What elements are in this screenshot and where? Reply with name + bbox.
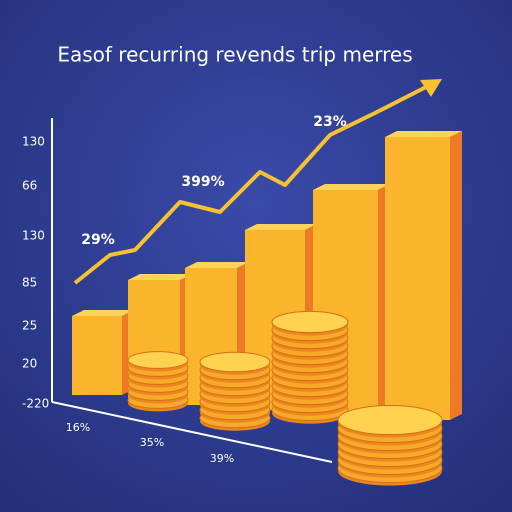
bar-side xyxy=(450,131,462,420)
bar-front xyxy=(385,137,450,420)
coin-face xyxy=(337,404,443,436)
y-label: 85 xyxy=(22,276,37,290)
arrow-head xyxy=(420,79,442,97)
y-label: 130 xyxy=(22,229,45,243)
y-labels: 130 66 130 85 25 20 -220 xyxy=(22,135,49,411)
title: Easof recurring revends trip merres xyxy=(57,43,412,67)
coins xyxy=(127,310,443,486)
bar-top xyxy=(245,224,317,230)
annotation: 29% xyxy=(81,232,115,248)
floor-axis xyxy=(51,401,333,463)
coin-face xyxy=(199,351,271,373)
y-label: 130 xyxy=(22,135,45,149)
annotation: 399% xyxy=(181,174,224,190)
y-label: 20 xyxy=(22,357,37,371)
x-label: 35% xyxy=(140,436,164,449)
bar-top xyxy=(385,131,462,137)
x-label: 39% xyxy=(210,452,234,465)
y-label: 25 xyxy=(22,319,37,333)
coin-face xyxy=(271,310,349,334)
y-label: -220 xyxy=(22,397,49,411)
bar-front xyxy=(72,316,122,395)
trend-line xyxy=(73,84,429,285)
bar-top xyxy=(128,274,192,280)
y-label: 66 xyxy=(22,179,37,193)
bar-top xyxy=(185,262,249,268)
annotation: 23% xyxy=(313,114,347,130)
bar-top xyxy=(72,310,134,316)
bar-top xyxy=(313,184,390,190)
x-label: 16% xyxy=(66,421,90,434)
coin-face xyxy=(127,351,189,369)
